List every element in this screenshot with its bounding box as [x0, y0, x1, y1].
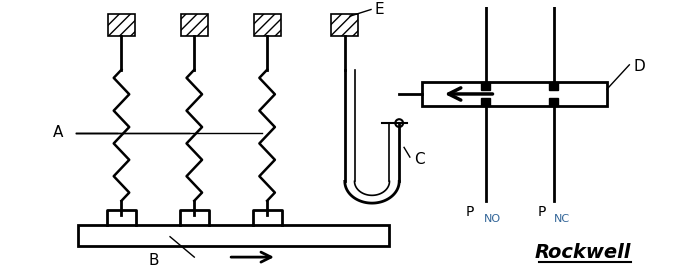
Text: P: P	[466, 205, 475, 219]
Polygon shape	[108, 14, 135, 36]
Text: B: B	[148, 254, 159, 268]
Polygon shape	[181, 14, 208, 36]
Text: NO: NO	[483, 214, 501, 224]
Text: Rockwell: Rockwell	[535, 243, 631, 262]
Text: C: C	[414, 152, 424, 167]
Bar	[549, 82, 559, 90]
Text: P: P	[538, 205, 546, 219]
Text: D: D	[633, 59, 645, 74]
Bar	[481, 98, 490, 106]
Polygon shape	[253, 14, 281, 36]
Polygon shape	[331, 14, 358, 36]
Bar	[481, 82, 490, 90]
Text: NC: NC	[554, 214, 570, 224]
Bar	[549, 98, 559, 106]
Text: E: E	[375, 2, 385, 17]
Bar	[422, 82, 607, 106]
Bar	[78, 225, 389, 246]
Text: A: A	[53, 125, 64, 140]
